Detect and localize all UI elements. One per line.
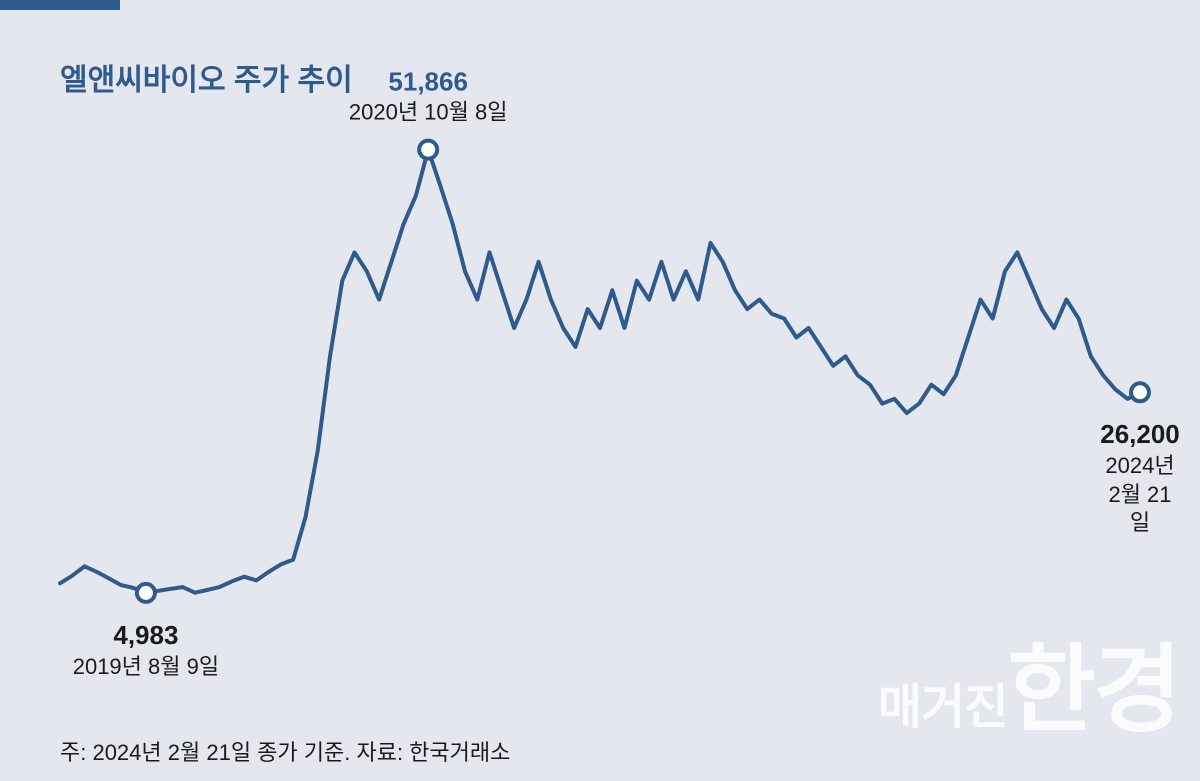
data-marker — [419, 141, 437, 159]
marker-group — [137, 141, 1149, 602]
callout-date: 2020년 10월 8일 — [349, 99, 508, 128]
callout-date: 2019년 8월 9일 — [73, 653, 219, 682]
watermark-small: 매거진 — [878, 681, 1007, 734]
callout: 26,2002024년 2월 21일 — [1100, 418, 1180, 538]
data-marker — [137, 584, 155, 602]
callout: 51,8662020년 10월 8일 — [349, 65, 508, 127]
callout-value: 51,866 — [349, 65, 508, 99]
chart-footnote: 주: 2024년 2월 21일 종가 기준. 자료: 한국거래소 — [60, 735, 510, 767]
data-marker — [1131, 383, 1149, 401]
watermark: 매거진한경 — [878, 612, 1180, 751]
price-line — [60, 150, 1140, 593]
callout: 4,9832019년 8월 9일 — [73, 619, 219, 681]
watermark-large: 한경 — [1007, 637, 1180, 744]
callout-date: 2024년 2월 21일 — [1100, 452, 1180, 538]
callout-value: 4,983 — [73, 619, 219, 653]
callout-value: 26,200 — [1100, 418, 1180, 452]
